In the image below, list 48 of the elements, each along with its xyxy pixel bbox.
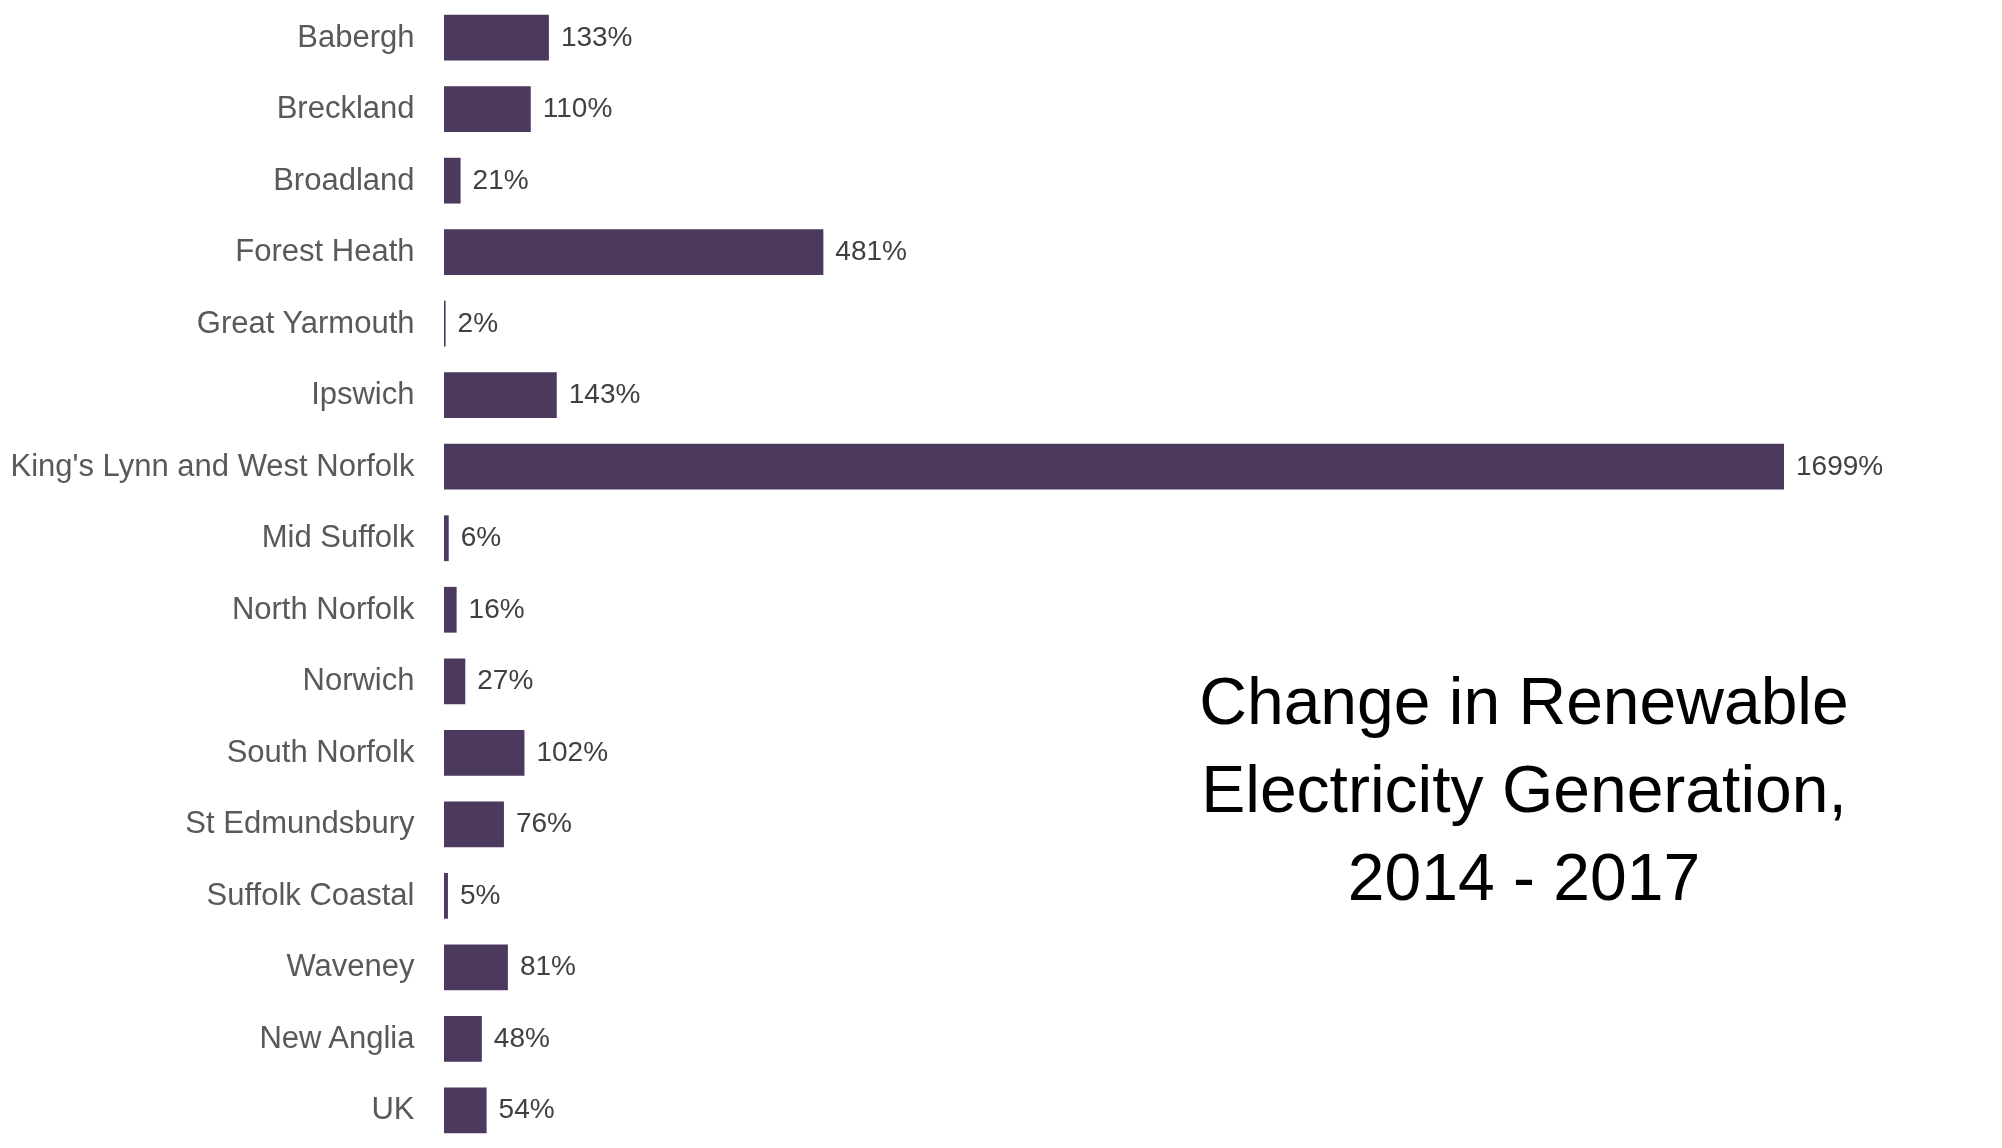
y-tick-label: King's Lynn and West Norfolk (10, 447, 415, 483)
y-tick-label: Suffolk Coastal (206, 876, 415, 912)
data-label: 102% (536, 735, 609, 767)
y-tick-label: Forest Heath (235, 233, 415, 269)
y-tick-label: Norwich (302, 662, 415, 698)
bar (444, 801, 504, 848)
y-tick-label: St Edmundsbury (185, 805, 415, 841)
data-label: 6% (460, 521, 502, 553)
y-tick-label: Ipswich (311, 376, 415, 412)
data-label: 27% (477, 664, 534, 696)
bar (444, 86, 531, 133)
y-tick-label: Babergh (297, 18, 415, 54)
bar (444, 944, 508, 991)
y-tick-label: North Norfolk (231, 590, 415, 626)
bar (444, 157, 461, 204)
data-label: 2% (457, 306, 499, 338)
bar (444, 1015, 482, 1062)
bar (444, 1087, 487, 1134)
y-tick-label: New Anglia (259, 1019, 416, 1055)
bar (444, 872, 448, 919)
bar (444, 229, 824, 276)
bar (444, 14, 549, 61)
y-tick-label: Great Yarmouth (196, 304, 415, 340)
bar (444, 515, 449, 562)
y-tick-label: Breckland (276, 90, 415, 126)
bar (444, 372, 557, 419)
data-label: 133% (560, 20, 633, 52)
text: Change in Renewable Electricity Generation, 2014 - 2017 (1199, 664, 1849, 914)
bar (444, 586, 457, 633)
bar (444, 729, 525, 776)
data-label: 481% (835, 235, 907, 267)
y-tick-label: UK (371, 1091, 415, 1127)
data-label: 21% (472, 163, 529, 195)
data-label: 76% (515, 807, 572, 839)
data-label: 48% (493, 1021, 550, 1053)
bar (444, 443, 1784, 490)
data-label: 54% (498, 1093, 555, 1125)
bar (444, 658, 466, 705)
y-tick-label: Waveney (286, 948, 415, 984)
data-label: 16% (468, 592, 525, 624)
data-label: 110% (542, 92, 613, 124)
data-label: 1699% (1796, 449, 1884, 481)
data-label: 5% (459, 878, 501, 910)
y-tick-label: Mid Suffolk (261, 519, 415, 555)
data-label: 143% (568, 378, 641, 410)
y-tick-label: South Norfolk (226, 733, 415, 769)
data-label: 81% (519, 950, 576, 982)
y-tick-label: Broadland (273, 161, 415, 197)
